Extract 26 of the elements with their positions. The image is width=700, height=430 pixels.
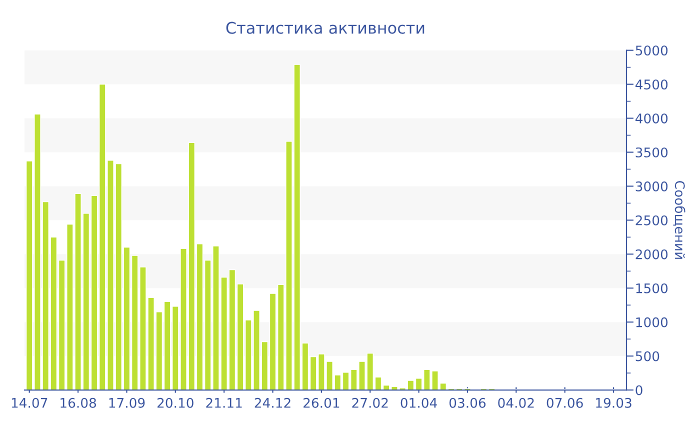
x-tick-label: 21.11	[206, 398, 242, 408]
x-tick-label: 24.12	[254, 398, 290, 408]
y-tick-label: 2000	[636, 249, 668, 260]
x-tick-label: 14.07	[12, 398, 48, 408]
y-tick-label: 1000	[636, 317, 668, 328]
x-tick-label: 19.03	[596, 398, 632, 408]
x-tick-label: 07.06	[546, 398, 583, 408]
chart-title: Статистика активности	[226, 22, 424, 34]
y-tick-label: 5000	[636, 46, 668, 56]
x-tick-label: 20.10	[157, 398, 194, 408]
x-tick-label: 01.04	[400, 398, 437, 408]
y-axis-title: Сообщений	[673, 180, 686, 259]
y-tick-label: 500	[636, 351, 660, 362]
x-tick-label: 17.09	[109, 398, 145, 408]
y-tick-label: 4500	[635, 80, 668, 90]
y-tick-label: 2500	[636, 215, 668, 226]
x-tick-label: 27.02	[352, 398, 388, 408]
x-tick-label: 03.06	[449, 398, 486, 408]
y-tick-label: 1500	[636, 283, 668, 294]
x-tick-label: 16.08	[60, 398, 96, 408]
y-tick-label: 0	[636, 385, 642, 396]
y-tick-label: 3000	[636, 181, 668, 192]
x-tick-label: 26.01	[304, 398, 340, 408]
y-tick-label: 4000	[635, 113, 668, 124]
y-tick-label: 3500	[636, 147, 668, 158]
x-tick-label: 04.02	[498, 398, 534, 408]
